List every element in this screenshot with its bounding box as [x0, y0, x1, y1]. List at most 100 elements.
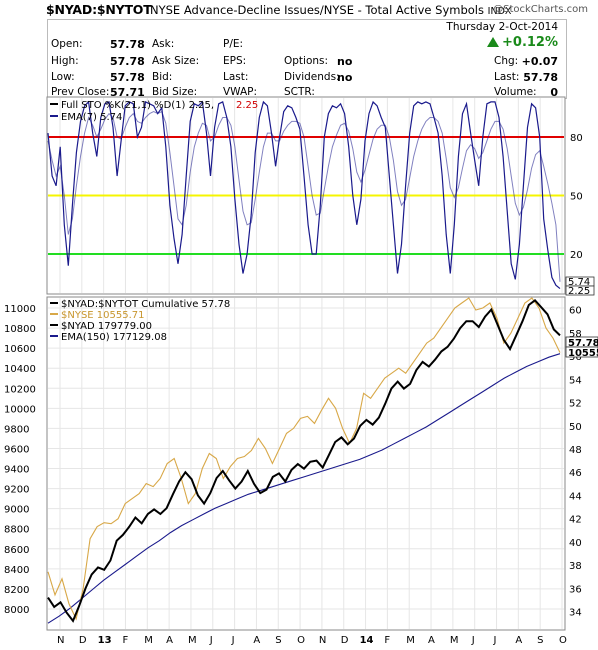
- volume-value: 0: [550, 86, 558, 99]
- x-axis-label: M: [188, 635, 197, 646]
- x-axis-label: D: [341, 635, 349, 646]
- main-legend: $NYAD:$NYTOT Cumulative 57.78 $NYSE 1055…: [50, 299, 230, 343]
- bid-size-label: Bid Size:: [152, 86, 198, 98]
- cumulative-line: [47, 298, 561, 623]
- main-last-value-label: 10555: [568, 348, 598, 359]
- axis-labels: 80 50 20 5.742.25 11000 10800 10600 10400 10200 1…: [4, 133, 598, 646]
- high-label: High:: [51, 55, 79, 67]
- last-price-value: 57.78: [523, 71, 558, 84]
- prev-close-value: 57.71: [110, 86, 145, 99]
- options-label: Options:: [284, 55, 329, 67]
- main-right-ytick-label: 56: [569, 352, 582, 363]
- nyad-legend-label: $NYAD 179779.00: [61, 321, 152, 332]
- dividends-value: no: [337, 71, 353, 84]
- low-value: 57.78: [110, 71, 145, 84]
- nyse-legend-label: $NYSE 10555.71: [61, 310, 145, 321]
- description-text: NYSE Advance-Decline Issues/NYSE - Total…: [150, 3, 484, 17]
- sto-last-value-label: 2.25: [568, 286, 590, 297]
- main-right-ytick-label: 42: [569, 515, 582, 526]
- x-axis-label: N: [319, 635, 326, 646]
- main-gridlines: [48, 298, 564, 629]
- x-axis-label: J: [471, 635, 475, 646]
- x-axis-label: J: [493, 635, 497, 646]
- pe-label: P/E:: [223, 38, 244, 50]
- main-right-ytick-label: 44: [569, 491, 582, 502]
- x-axis-label: O: [559, 635, 567, 646]
- chg-value: +0.07: [521, 55, 558, 68]
- main-left-ytick-label: 9400: [4, 465, 29, 476]
- sto-last-value-label: 5.74: [568, 277, 590, 288]
- pct-change-value: +0.12%: [502, 35, 558, 50]
- prev-close-label: Prev Close:: [51, 86, 110, 98]
- sto-legend: Full STO %K(21,1) %D(1) 2.25, 2.25 EMA(7…: [50, 100, 258, 123]
- main-right-ytick-label: 50: [569, 422, 582, 433]
- sto-ytick-label: 20: [570, 250, 583, 261]
- last-price-label: Last:: [494, 71, 520, 83]
- sto-legend-label: Full STO %K(21,1) %D(1) 2.25,: [61, 100, 214, 111]
- main-right-ytick-label: 36: [569, 584, 582, 595]
- main-left-ytick-label: 10000: [4, 404, 36, 415]
- main-left-ytick-label: 8800: [4, 525, 29, 536]
- ask-size-label: Ask Size:: [152, 55, 200, 67]
- volume-label: Volume:: [494, 86, 537, 98]
- main-right-ytick-label: 60: [569, 306, 582, 317]
- main-left-ytick-label: 9200: [4, 485, 29, 496]
- low-label: Low:: [51, 71, 75, 83]
- stockcharts-watermark: @StockCharts.com: [493, 4, 588, 15]
- x-axis-label: S: [275, 635, 281, 646]
- main-right-ytick-label: 58: [569, 329, 582, 340]
- x-axis-label: F: [384, 635, 390, 646]
- ema150-line: [47, 353, 561, 624]
- main-left-ytick-label: 10600: [4, 344, 36, 355]
- x-axis-label: M: [450, 635, 459, 646]
- main-left-ytick-label: 8600: [4, 545, 29, 556]
- x-axis-label: A: [428, 635, 435, 646]
- exchange-label: INDX: [487, 6, 512, 17]
- sto-ema7-line: [47, 110, 561, 282]
- dividends-label: Dividends:: [284, 71, 340, 83]
- sto-legend-d-value: 2.25: [236, 100, 258, 111]
- x-axis-label: J: [231, 635, 235, 646]
- x-axis-label: J: [209, 635, 213, 646]
- main-left-ytick-label: 9800: [4, 424, 29, 435]
- x-axis-label: 13: [98, 635, 112, 646]
- main-right-ytick-label: 38: [569, 561, 582, 572]
- main-left-ytick-label: 10400: [4, 364, 36, 375]
- x-axis-label: 14: [360, 635, 374, 646]
- main-series: [47, 297, 561, 624]
- ema7-legend-label: EMA(7) 5.74: [61, 112, 122, 123]
- x-axis-label: S: [537, 635, 543, 646]
- x-axis-label: M: [144, 635, 153, 646]
- main-right-ytick-label: 48: [569, 445, 582, 456]
- x-axis-label: A: [253, 635, 260, 646]
- chg-label: Chg:: [494, 55, 519, 67]
- symbol-label: $NYAD:$NYTOT: [46, 2, 152, 17]
- main-right-ytick-label: 54: [569, 375, 582, 386]
- main-left-ytick-label: 8400: [4, 565, 29, 576]
- chart-header: $NYAD:$NYTOT NYSE Advance-Decline Issues…: [0, 0, 598, 22]
- x-axis-label: A: [515, 635, 522, 646]
- main-panel: [46, 296, 566, 631]
- ema150-legend-label: EMA(150) 177129.08: [61, 332, 167, 343]
- x-axis-label: A: [166, 635, 173, 646]
- bid-label: Bid:: [152, 71, 173, 83]
- main-left-ytick-label: 10800: [4, 324, 36, 335]
- main-left-ytick-label: 8000: [4, 605, 29, 616]
- sto-ytick-label: 50: [570, 192, 583, 203]
- main-last-value-box: [565, 346, 598, 358]
- main-left-ytick-label: 10200: [4, 384, 36, 395]
- quote-panel: Thursday 2-Oct-2014 +0.12% Open: 57.78 H…: [47, 19, 567, 99]
- open-label: Open:: [51, 38, 83, 50]
- open-value: 57.78: [110, 38, 145, 51]
- main-left-ytick-label: 8200: [4, 585, 29, 596]
- eps-label: EPS:: [223, 55, 247, 67]
- main-left-ytick-label: 9600: [4, 444, 29, 455]
- symbol-description: NYSE Advance-Decline Issues/NYSE - Total…: [150, 3, 511, 17]
- vwap-label: VWAP:: [223, 86, 258, 98]
- main-left-ytick-label: 11000: [4, 304, 36, 315]
- options-value: no: [337, 55, 353, 68]
- sto-ytick-label: 80: [570, 133, 583, 144]
- x-axis-label: M: [406, 635, 415, 646]
- main-right-ytick-label: 52: [569, 399, 582, 410]
